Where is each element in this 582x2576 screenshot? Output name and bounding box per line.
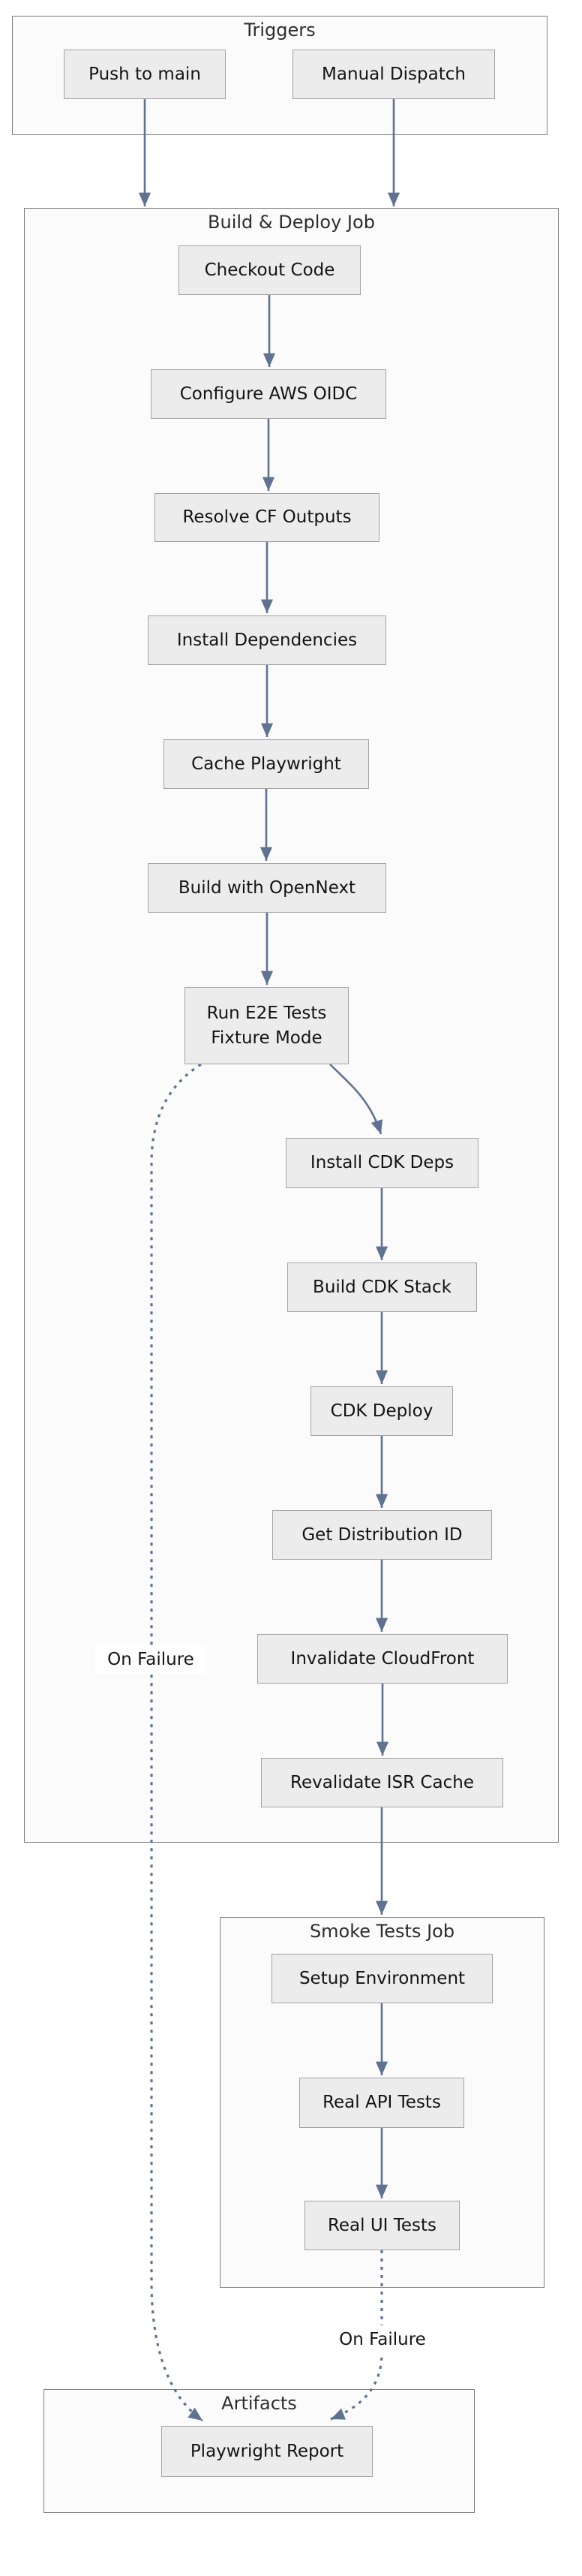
node-real-ui-tests: Real UI Tests <box>304 2201 460 2250</box>
node-run-e2e-tests-fixture-mode: Run E2E Tests Fixture Mode <box>184 987 349 1064</box>
node-resolve-cf-outputs: Resolve CF Outputs <box>154 493 380 542</box>
node-real-api-tests: Real API Tests <box>299 2078 464 2128</box>
node-configure-aws-oidc: Configure AWS OIDC <box>151 369 386 419</box>
subgraph-smoke-tests-job-title: Smoke Tests Job <box>309 1921 455 1942</box>
node-install-cdk-deps: Install CDK Deps <box>286 1138 478 1188</box>
node-build-cdk-stack: Build CDK Stack <box>287 1262 477 1312</box>
node-manual-dispatch: Manual Dispatch <box>292 50 495 99</box>
node-cdk-deploy: CDK Deploy <box>310 1386 453 1436</box>
edge-label-on-failure-right: On Failure <box>327 2325 438 2354</box>
subgraph-artifacts-title: Artifacts <box>221 2393 297 2414</box>
node-build-with-opennext: Build with OpenNext <box>148 863 386 913</box>
node-revalidate-isr-cache: Revalidate ISR Cache <box>261 1758 503 1807</box>
node-setup-environment: Setup Environment <box>272 1954 493 2003</box>
subgraph-triggers-title: Triggers <box>244 20 316 41</box>
node-install-dependencies: Install Dependencies <box>148 615 386 665</box>
node-playwright-report: Playwright Report <box>161 2426 373 2477</box>
edge-label-on-failure-left: On Failure <box>95 1645 206 1674</box>
node-checkout-code: Checkout Code <box>178 245 361 295</box>
node-get-distribution-id: Get Distribution ID <box>272 1510 492 1560</box>
node-cache-playwright: Cache Playwright <box>164 739 369 789</box>
node-push-to-main: Push to main <box>64 50 226 99</box>
node-invalidate-cloudfront: Invalidate CloudFront <box>257 1634 508 1684</box>
subgraph-build-deploy-job-title: Build & Deploy Job <box>208 212 375 233</box>
